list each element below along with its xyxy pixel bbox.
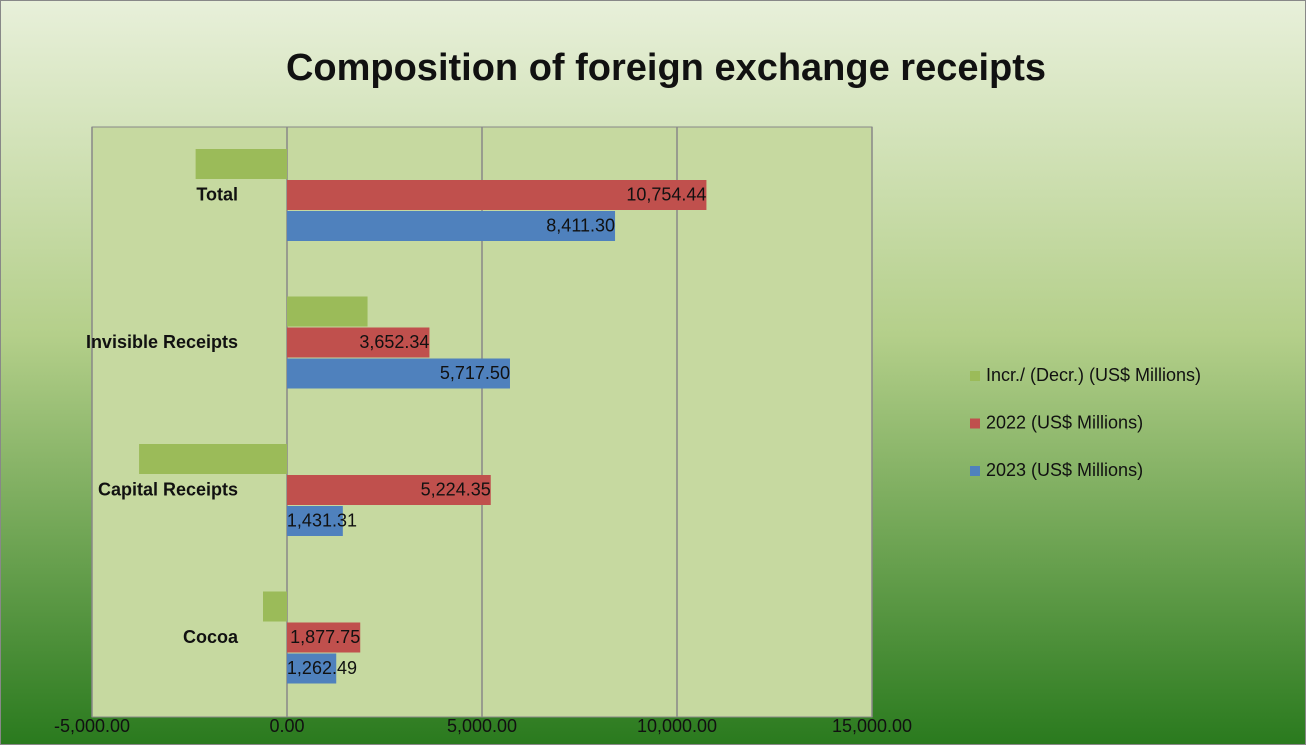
x-tick-label: 5,000.00 xyxy=(447,716,517,736)
legend-label: 2023 (US$ Millions) xyxy=(986,460,1143,480)
bar xyxy=(287,506,343,536)
data-label: 5,717.50 xyxy=(440,363,510,383)
bar xyxy=(263,591,287,622)
data-label: 5,224.35 xyxy=(421,479,491,499)
chart-title: Composition of foreign exchange receipts xyxy=(286,47,1046,89)
data-label: 10,754.44 xyxy=(626,184,706,204)
data-label: 1,877.75 xyxy=(290,627,360,647)
bar xyxy=(287,180,707,210)
x-tick-label: 10,000.00 xyxy=(637,716,717,736)
legend-swatch xyxy=(970,371,980,381)
bar xyxy=(287,327,430,358)
bar xyxy=(287,622,361,653)
x-tick-label: -5,000.00 xyxy=(54,716,130,736)
legend-label: Incr./ (Decr.) (US$ Millions) xyxy=(986,365,1201,385)
bar xyxy=(287,653,337,684)
bar xyxy=(139,444,287,474)
legend-label: 2022 (US$ Millions) xyxy=(986,412,1143,432)
bar xyxy=(287,296,368,327)
data-label: 1,262.49 xyxy=(287,658,357,678)
legend-swatch xyxy=(970,466,980,476)
bar xyxy=(195,149,287,179)
bar xyxy=(287,358,510,389)
category-label: Invisible Receipts xyxy=(86,332,238,352)
x-tick-label: 0.00 xyxy=(269,716,304,736)
category-label: Capital Receipts xyxy=(98,479,238,499)
data-label: 8,411.30 xyxy=(546,215,615,235)
legend-swatch xyxy=(970,418,980,429)
data-label: 1,431.31 xyxy=(287,510,357,530)
x-tick-label: 15,000.00 xyxy=(832,716,912,736)
category-label: Cocoa xyxy=(183,627,239,647)
data-label: 3,652.34 xyxy=(359,332,429,352)
category-label: Total xyxy=(196,184,238,204)
bar xyxy=(287,475,491,505)
bar xyxy=(287,211,616,241)
